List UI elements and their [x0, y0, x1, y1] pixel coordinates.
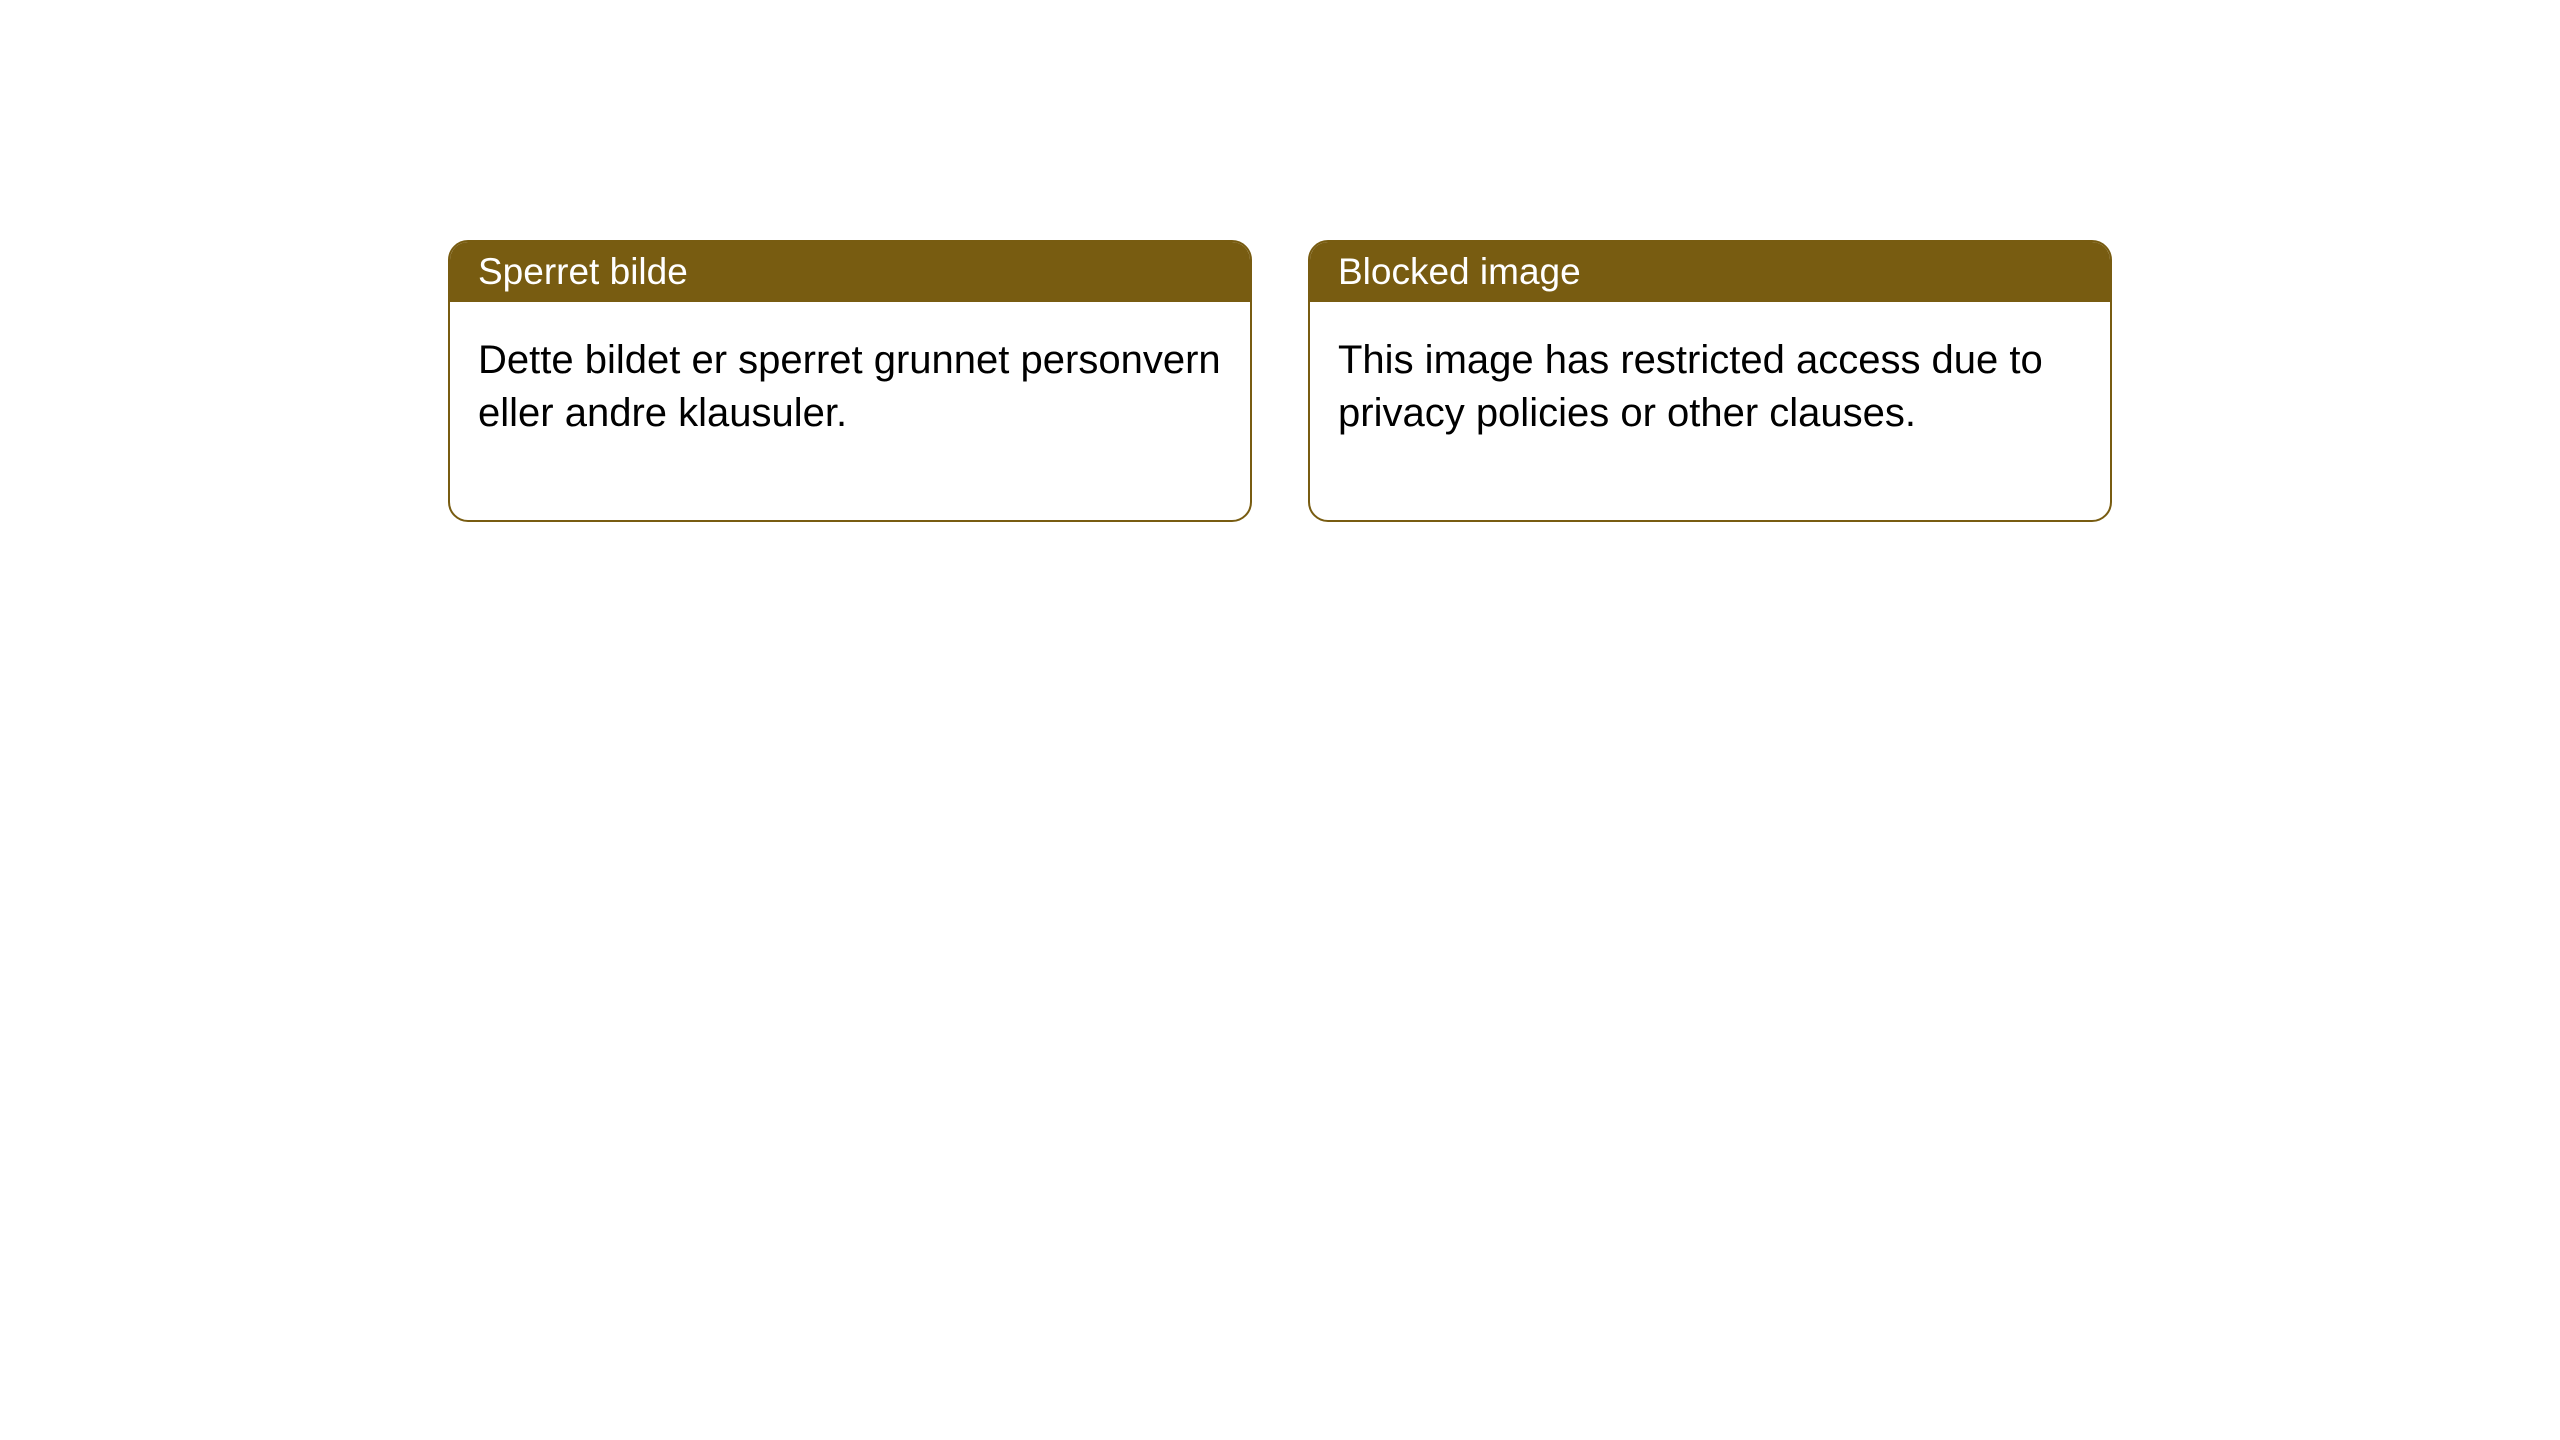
notice-body-english: This image has restricted access due to … [1310, 302, 2110, 520]
notice-box-norwegian: Sperret bilde Dette bildet er sperret gr… [448, 240, 1252, 522]
notice-header-english: Blocked image [1310, 242, 2110, 302]
notice-header-norwegian: Sperret bilde [450, 242, 1250, 302]
notice-body-norwegian: Dette bildet er sperret grunnet personve… [450, 302, 1250, 520]
notice-box-english: Blocked image This image has restricted … [1308, 240, 2112, 522]
notice-container: Sperret bilde Dette bildet er sperret gr… [0, 0, 2560, 522]
